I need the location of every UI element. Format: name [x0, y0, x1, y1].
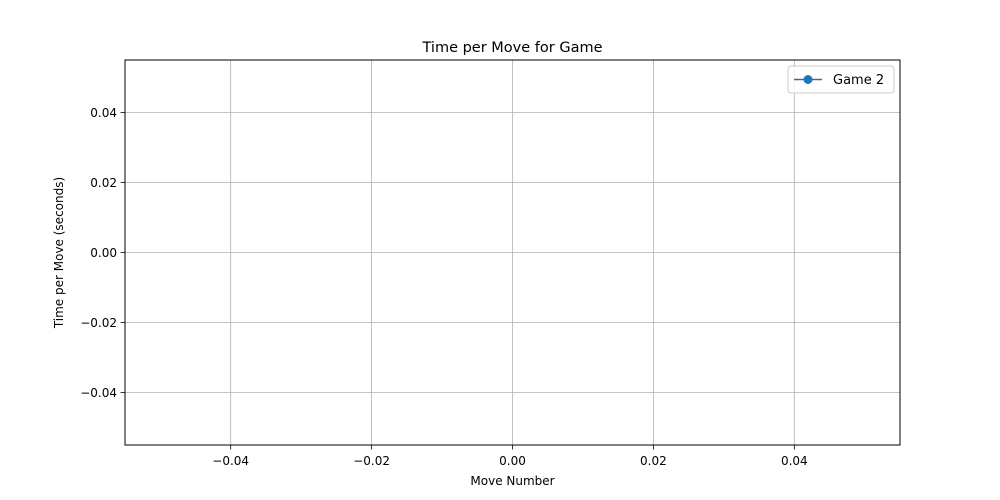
y-tick-label: 0.00: [90, 246, 117, 260]
x-tick-label: 0.00: [499, 454, 526, 468]
x-axis-label: Move Number: [470, 474, 554, 488]
x-tick-label: −0.02: [353, 454, 390, 468]
y-tick-label: 0.02: [90, 176, 117, 190]
legend-series-label: Game 2: [833, 73, 884, 88]
x-tick-label: −0.04: [212, 454, 249, 468]
y-tick-label: 0.04: [90, 106, 117, 120]
y-axis-label: Time per Move (seconds): [52, 177, 66, 329]
x-tick-label: 0.04: [781, 454, 808, 468]
x-axis-ticks: −0.04 −0.02 0.00 0.02 0.04: [212, 445, 808, 468]
chart-title: Time per Move for Game: [422, 40, 603, 56]
legend: Game 2: [787, 65, 895, 94]
x-tick-label: 0.02: [640, 454, 667, 468]
legend-box: [787, 65, 895, 94]
y-tick-label: −0.04: [80, 386, 117, 400]
grid-lines: [125, 60, 900, 445]
y-tick-label: −0.02: [80, 316, 117, 330]
y-axis-ticks: −0.04 −0.02 0.00 0.02 0.04: [80, 106, 125, 400]
legend-series-marker: [803, 75, 813, 84]
